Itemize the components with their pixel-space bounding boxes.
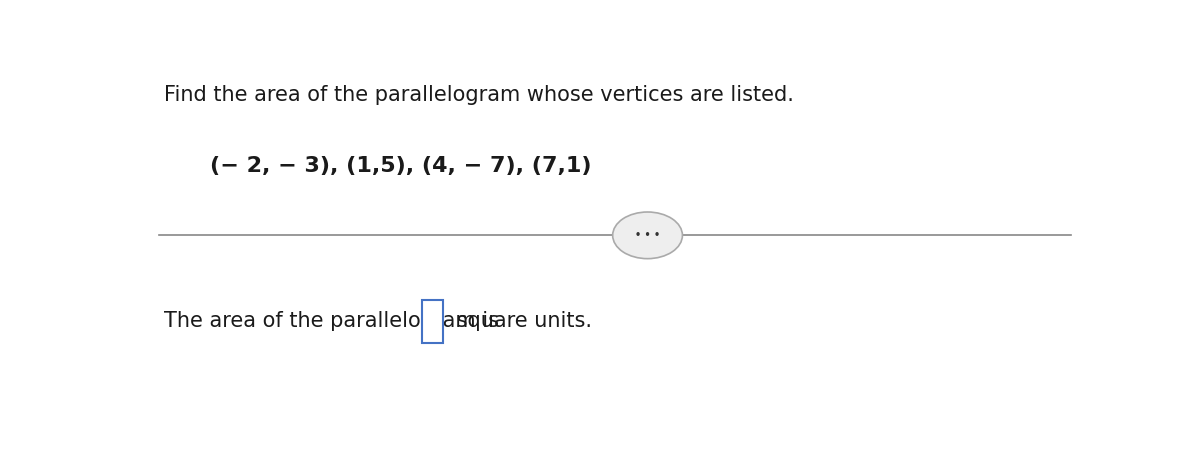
- Text: square units.: square units.: [450, 311, 593, 331]
- Text: Find the area of the parallelogram whose vertices are listed.: Find the area of the parallelogram whose…: [164, 85, 794, 105]
- Text: (− 2, − 3), (1,5), (4, − 7), (7,1): (− 2, − 3), (1,5), (4, − 7), (7,1): [210, 157, 592, 177]
- FancyBboxPatch shape: [422, 300, 443, 343]
- Text: The area of the parallelogram is: The area of the parallelogram is: [164, 311, 505, 331]
- Text: • • •: • • •: [635, 230, 660, 240]
- Ellipse shape: [613, 212, 683, 259]
